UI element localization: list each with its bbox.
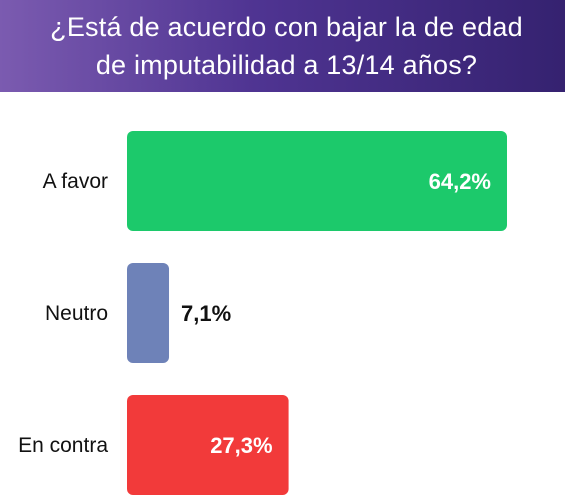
bar-a-favor	[127, 131, 507, 231]
value-label-a-favor: 64,2%	[429, 169, 491, 194]
chart-title-banner: ¿Está de acuerdo con bajar la de edad de…	[0, 0, 565, 92]
value-label-en-contra: 27,3%	[210, 433, 272, 458]
bar-neutro	[127, 263, 170, 363]
bar-en-contra	[127, 395, 289, 495]
chart-title-line-1: ¿Está de acuerdo con bajar la de edad	[50, 12, 523, 42]
value-label-neutro: 7,1%	[181, 301, 231, 326]
category-label-neutro: Neutro	[45, 302, 108, 325]
category-label-a-favor: A favor	[43, 170, 108, 193]
category-label-en-contra: En contra	[18, 434, 108, 457]
chart-title-line-2: de imputabilidad a 13/14 años?	[95, 50, 478, 80]
